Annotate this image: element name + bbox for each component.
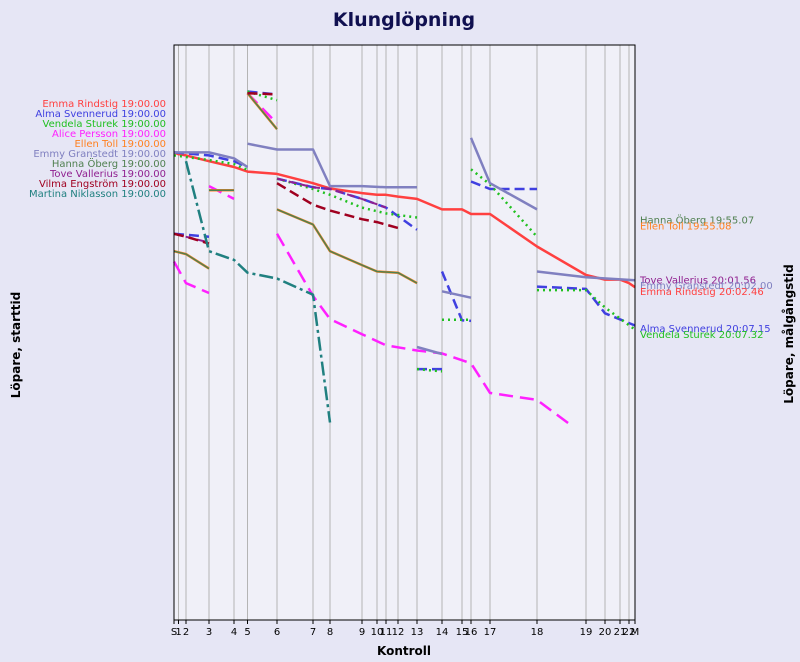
start-label-7: Tove Vallerius 19:00.00	[49, 169, 166, 180]
x-tick-label-9: 9	[359, 627, 365, 638]
chart-title: Klunglöpning	[333, 9, 475, 31]
y-axis-title-left: Löpare, starttid	[9, 292, 23, 398]
plot-area	[174, 45, 635, 620]
gridlines	[178, 45, 630, 620]
start-label-6: Hanna Öberg 19:00.00	[52, 157, 166, 170]
x-tick-label-20: 20	[599, 627, 612, 638]
series-emma-rindstig	[173, 151, 636, 289]
x-tick-label-17: 17	[484, 627, 497, 638]
finish-label-5: Alma Svennerud 20:07.15	[640, 324, 771, 335]
x-tick-label-5: 5	[244, 627, 250, 638]
x-tick-label-7: 7	[310, 627, 316, 638]
x-tick-label-S: S	[171, 627, 177, 638]
series-hanna-berg	[173, 92, 418, 284]
start-label-3: Alice Persson 19:00.00	[52, 129, 166, 140]
x-tick-label-8: 8	[327, 627, 333, 638]
series-line-emmy-granstedt-0	[247, 142, 417, 189]
start-label-0: Emma Rindstig 19:00.00	[42, 99, 166, 110]
series-line-martina-niklasson-0	[184, 160, 332, 423]
x-tick-label-21: 21	[614, 627, 627, 638]
series-line-vendela-sturek-1	[173, 154, 248, 172]
series-line-tove-vallerius-1	[276, 177, 387, 209]
series-line-emmy-granstedt-3	[441, 290, 472, 299]
series-vilma-engstr-m	[173, 91, 399, 245]
x-tick-label-19: 19	[580, 627, 593, 638]
x-tick-label-13: 13	[411, 627, 424, 638]
series-line-hanna-berg-3	[276, 208, 418, 284]
start-label-1: Alma Svennerud 19:00.00	[35, 109, 166, 120]
start-label-5: Emmy Granstedt 19:00.00	[33, 149, 166, 160]
series-line-emmy-granstedt-4	[416, 345, 443, 356]
x-tick-label-11: 11	[380, 627, 393, 638]
x-tick-label-12: 12	[392, 627, 405, 638]
x-tick-label-18: 18	[531, 627, 544, 638]
x-tick-label-4: 4	[231, 627, 237, 638]
x-tick-label-1: 1	[175, 627, 181, 638]
x-tick-label-15: 15	[456, 627, 469, 638]
x-tick-label-22: 22	[623, 627, 636, 638]
series-line-vendela-sturek-5	[416, 367, 443, 373]
start-label-2: Vendela Sturek 19:00.00	[43, 119, 166, 130]
series-line-alma-svennerud-7	[536, 285, 636, 327]
finish-label-1: Ellen Toll 19:55.08	[640, 221, 732, 232]
series-line-vendela-sturek-2	[276, 177, 418, 219]
x-axis-title: Kontroll	[377, 644, 431, 658]
series-line-alice-persson-2	[172, 260, 210, 295]
series-line-vendela-sturek-6	[537, 288, 636, 331]
x-tick-label-2: 2	[183, 627, 189, 638]
start-label-9: Martina Niklasson 19:00.00	[29, 189, 166, 200]
x-tick-label-M: M	[631, 627, 640, 638]
series-line-emmy-granstedt-5	[536, 270, 636, 282]
series-line-vilma-engstr-m-0	[247, 91, 278, 96]
series-line-vilma-engstr-m-1	[173, 232, 210, 245]
series-emmy-granstedt	[174, 137, 636, 356]
plot-border	[173, 44, 636, 621]
finish-label-6: Vendela Sturek 20:07.32	[640, 330, 763, 341]
x-tick-label-14: 14	[436, 627, 449, 638]
x-tick-label-16: 16	[465, 627, 478, 638]
finish-label-2: Tove Vallerius 20:01.56	[639, 275, 756, 286]
finish-label-4: Emma Rindstig 20:02.46	[640, 287, 764, 298]
x-tick-label-3: 3	[206, 627, 212, 638]
series-line-emmy-granstedt-1	[174, 151, 249, 169]
series-layer	[172, 90, 636, 425]
series-line-emma-rindstig-0	[173, 151, 636, 289]
series-line-alice-persson-3	[275, 233, 570, 425]
series-line-hanna-berg-2	[173, 250, 210, 270]
finish-label-0: Hanna Öberg 19:55.07	[640, 214, 754, 227]
start-label-4: Ellen Toll 19:00.00	[74, 139, 166, 150]
start-label-8: Vilma Engström 19:00.00	[39, 179, 166, 190]
series-line-alma-svennerud-5	[470, 180, 537, 191]
series-line-vilma-engstr-m-2	[276, 182, 399, 230]
series-line-alice-persson-1	[208, 184, 235, 201]
series-line-emmy-granstedt-2	[469, 137, 538, 211]
finish-label-3: Emmy Granstedt 20:02.00	[640, 281, 773, 292]
x-tick-label-6: 6	[274, 627, 280, 638]
x-tick-label-10: 10	[371, 627, 384, 638]
series-martina-niklasson	[184, 160, 332, 423]
series-line-vendela-sturek-0	[247, 90, 278, 102]
y-axis-title-right: Löpare, målgångstid	[782, 264, 796, 404]
series-line-hanna-berg-0	[246, 92, 278, 130]
